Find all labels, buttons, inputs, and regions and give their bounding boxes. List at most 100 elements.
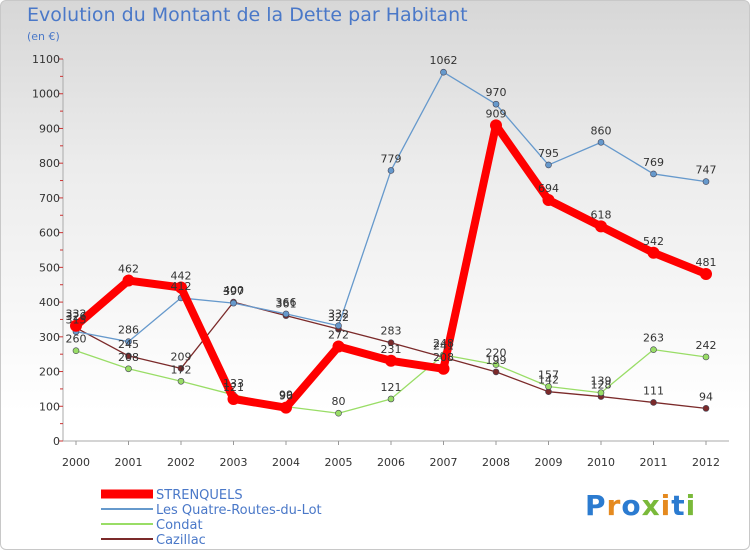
data-label: 220 bbox=[486, 347, 507, 360]
data-label: 80 bbox=[332, 395, 346, 408]
data-point bbox=[492, 368, 500, 376]
data-label: 260 bbox=[66, 333, 87, 346]
data-label: 209 bbox=[171, 350, 192, 363]
y-tick-label: 300 bbox=[39, 331, 60, 344]
data-label: 139 bbox=[591, 375, 612, 388]
y-tick-label: 600 bbox=[39, 227, 60, 240]
data-point bbox=[177, 377, 185, 385]
data-point bbox=[335, 409, 342, 417]
data-point bbox=[545, 383, 552, 390]
data-point bbox=[125, 365, 132, 373]
data-point bbox=[440, 68, 447, 76]
data-point bbox=[125, 352, 132, 360]
data-label: 248 bbox=[433, 337, 454, 350]
data-point bbox=[72, 347, 80, 355]
data-label: 142 bbox=[538, 374, 559, 387]
data-label: 400 bbox=[223, 284, 244, 297]
data-label: 1062 bbox=[430, 54, 458, 67]
data-label: 208 bbox=[118, 351, 139, 364]
y-tick-label: 900 bbox=[39, 122, 60, 135]
data-point bbox=[280, 401, 292, 414]
chart-unit-label: (en €) bbox=[27, 30, 60, 43]
data-point bbox=[595, 220, 607, 233]
data-point bbox=[542, 193, 555, 206]
data-point bbox=[387, 339, 395, 347]
legend-label: STRENQUELS bbox=[156, 488, 243, 503]
data-point bbox=[332, 340, 345, 353]
data-point bbox=[122, 274, 135, 287]
x-tick-label: 2004 bbox=[272, 456, 300, 469]
data-point bbox=[230, 299, 237, 307]
data-label: 286 bbox=[118, 324, 139, 337]
data-label: 970 bbox=[486, 86, 507, 99]
legend-label: Les Quatre-Routes-du-Lot bbox=[156, 503, 322, 518]
chart-title: Evolution du Montant de la Dette par Hab… bbox=[27, 4, 468, 26]
data-label: 322 bbox=[328, 311, 349, 324]
data-point bbox=[650, 399, 657, 406]
x-tick-label: 2005 bbox=[325, 456, 353, 469]
x-tick-label: 2011 bbox=[640, 456, 668, 469]
y-tick-label: 1000 bbox=[32, 88, 60, 101]
x-tick-label: 2010 bbox=[587, 456, 615, 469]
data-point bbox=[282, 310, 290, 318]
x-tick-label: 2003 bbox=[220, 456, 248, 469]
data-label: 326 bbox=[66, 310, 87, 323]
y-tick-label: 800 bbox=[39, 157, 60, 170]
data-point bbox=[490, 119, 502, 132]
data-point bbox=[387, 167, 395, 174]
data-label: 361 bbox=[276, 298, 297, 311]
data-label: 769 bbox=[643, 156, 664, 169]
data-label: 795 bbox=[538, 147, 559, 160]
data-point bbox=[492, 361, 500, 368]
data-label: 412 bbox=[171, 280, 192, 293]
data-point bbox=[597, 389, 605, 397]
y-tick-label: 700 bbox=[39, 192, 60, 205]
data-point bbox=[227, 392, 240, 405]
data-label: 172 bbox=[171, 363, 192, 376]
series-lines bbox=[70, 68, 712, 417]
data-point bbox=[335, 322, 342, 330]
data-point bbox=[545, 161, 552, 169]
data-label: 121 bbox=[223, 381, 244, 394]
y-tick-label: 400 bbox=[39, 296, 60, 309]
axes: 0 100 200 300 400 500 600 700 800 900 1000 1100 2000… bbox=[32, 53, 729, 469]
proxiti-logo: Proxiti bbox=[585, 489, 697, 522]
data-point bbox=[125, 338, 132, 345]
data-point bbox=[650, 170, 657, 178]
data-label: 99 bbox=[279, 389, 293, 402]
data-label: 128 bbox=[591, 379, 612, 392]
data-point bbox=[70, 319, 82, 332]
data-point bbox=[597, 139, 605, 146]
data-point bbox=[492, 100, 500, 108]
y-tick-label: 500 bbox=[39, 261, 60, 274]
data-label: 315 bbox=[66, 314, 87, 327]
data-label: 199 bbox=[486, 354, 507, 367]
series-line-les-quatre-routes-du-lot bbox=[75, 71, 707, 343]
data-label: 332 bbox=[66, 308, 87, 321]
data-label: 245 bbox=[118, 338, 139, 351]
data-label: 111 bbox=[643, 384, 664, 397]
data-label: 481 bbox=[696, 256, 717, 269]
data-label: 442 bbox=[171, 270, 192, 283]
data-point bbox=[650, 346, 657, 353]
data-label: 208 bbox=[433, 351, 454, 364]
data-label: 157 bbox=[538, 368, 559, 381]
data-point bbox=[175, 281, 187, 294]
x-tick-label: 2001 bbox=[115, 456, 143, 469]
data-labels: 326 245 209 400 361 322 283 241 199 142 128 111 94 26… bbox=[66, 54, 717, 408]
data-label: 366 bbox=[276, 296, 297, 309]
data-label: 231 bbox=[381, 343, 402, 356]
x-tick-label: 2008 bbox=[482, 456, 510, 469]
x-tick-label: 2006 bbox=[377, 456, 405, 469]
data-point bbox=[702, 353, 710, 361]
x-tick-label: 2012 bbox=[692, 456, 720, 469]
y-tick-label: 200 bbox=[39, 366, 60, 379]
data-point bbox=[387, 395, 395, 403]
data-label: 397 bbox=[223, 285, 244, 298]
data-label: 694 bbox=[538, 182, 559, 195]
data-label: 747 bbox=[696, 164, 717, 177]
data-point bbox=[177, 365, 185, 372]
data-label: 332 bbox=[328, 308, 349, 321]
